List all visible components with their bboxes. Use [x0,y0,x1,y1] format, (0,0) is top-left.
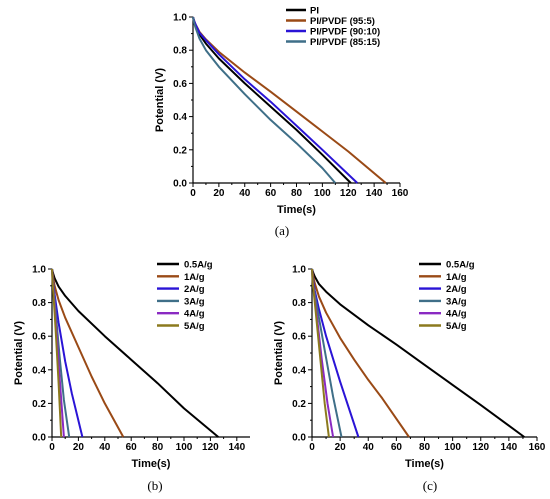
legend-label: 0.5A/g [184,260,213,271]
x-axis-label: Time(s) [132,458,171,470]
x-tick-label: 20 [213,188,225,199]
series-line-5 [311,268,330,438]
series-line-3 [192,16,337,184]
y-tick-label: 0.2 [173,145,187,156]
legend-label: PI [310,6,319,17]
chart-panel-2: 0 20 40 60 80 100 120 140 160 0.0 0.2 0.4 0.6 0.8 1.0 T… [273,260,546,494]
legend-label: 4A/g [184,309,205,320]
legend-label: 2A/g [184,284,205,295]
panel-caption: (c) [423,478,437,493]
legend-label: PI/PVDF (95:5) [310,16,375,27]
legend-label: 3A/g [184,296,205,307]
x-tick-label: 0 [309,442,315,453]
y-tick-label: 0.6 [32,332,46,343]
x-tick-label: 60 [126,442,138,453]
x-tick-label: 140 [228,442,245,453]
x-tick-label: 100 [444,442,461,453]
x-tick-label: 140 [366,188,383,199]
legend-label: 2A/g [446,284,467,295]
x-tick-label: 20 [335,442,347,453]
y-tick-label: 0.8 [32,298,46,309]
y-tick-label: 1.0 [173,13,187,24]
panel-caption: (b) [147,478,162,493]
y-tick-label: 1.0 [32,265,46,276]
y-tick-label: 0.4 [292,365,306,376]
x-tick-label: 140 [501,442,518,453]
series-line-5 [51,268,63,438]
legend-label: PI/PVDF (85:15) [310,37,380,48]
y-tick-label: 0.2 [292,399,306,410]
x-tick-label: 100 [176,442,193,453]
legend-label: 1A/g [446,272,467,283]
legend-label: 5A/g [184,321,205,332]
y-tick-label: 0.2 [32,399,46,410]
y-tick-label: 0.4 [32,365,46,376]
x-tick-label: 160 [392,188,409,199]
legend-label: 5A/g [446,321,467,332]
x-tick-label: 40 [239,188,251,199]
x-tick-label: 160 [529,442,546,453]
legend-label: PI/PVDF (90:10) [310,27,380,38]
x-tick-label: 40 [363,442,375,453]
y-axis-label: Potential (V) [273,321,285,386]
chart-panel-0: 0 20 40 60 80 100 120 140 160 0.0 0.2 0.4 0.6 0.8 1.0 T… [154,6,409,239]
y-tick-label: 0.0 [173,179,187,190]
panel-caption: (a) [275,223,289,238]
x-tick-label: 20 [73,442,85,453]
legend-label: 0.5A/g [446,260,475,271]
series-line-0 [311,268,525,438]
legend-label: 3A/g [446,296,467,307]
x-tick-label: 0 [49,442,55,453]
x-tick-label: 120 [472,442,489,453]
chart-panel-1: 0 20 40 60 80 100 120 140 0.0 0.2 0.4 0.6 0.8 1.0 Time… [13,260,250,493]
x-tick-label: 100 [314,188,331,199]
x-tick-label: 120 [340,188,357,199]
x-tick-label: 0 [190,188,196,199]
x-tick-label: 80 [152,442,164,453]
y-axis-label: Potential (V) [13,321,25,386]
x-tick-label: 80 [419,442,431,453]
x-tick-label: 60 [391,442,403,453]
x-tick-label: 60 [265,188,277,199]
y-tick-label: 0.6 [292,332,306,343]
x-axis-label: Time(s) [277,204,316,216]
legend-label: 4A/g [446,309,467,320]
y-tick-label: 0.0 [292,433,306,444]
x-axis-label: Time(s) [405,458,444,470]
y-tick-label: 1.0 [292,265,306,276]
y-tick-label: 0.0 [32,433,46,444]
x-tick-label: 120 [202,442,219,453]
y-axis-label: Potential (V) [154,68,166,133]
y-tick-label: 0.8 [173,46,187,57]
y-tick-label: 0.8 [292,298,306,309]
x-tick-label: 40 [99,442,111,453]
legend-label: 1A/g [184,272,205,283]
series-line-0 [51,268,219,438]
y-tick-label: 0.4 [173,112,187,123]
x-tick-label: 80 [291,188,303,199]
y-tick-label: 0.6 [173,79,187,90]
